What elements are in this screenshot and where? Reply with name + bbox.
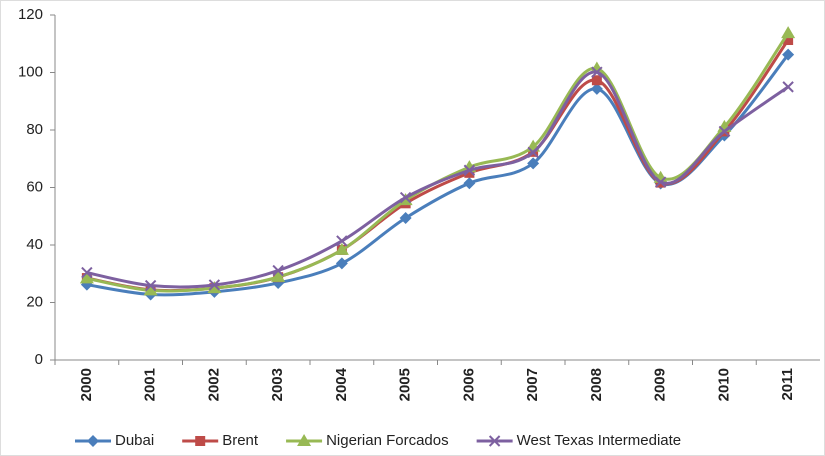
marker [207, 281, 222, 294]
marker [399, 211, 412, 224]
legend-item: Nigerian Forcados [286, 432, 449, 449]
marker [195, 436, 206, 446]
x-tick-label: 2011 [779, 368, 796, 401]
legend-item: West Texas Intermediate [476, 432, 682, 449]
legend-label: Dubai [115, 432, 154, 449]
x-tick-label: 2001 [142, 368, 159, 401]
legend-label: West Texas Intermediate [517, 432, 682, 449]
marker [488, 435, 501, 447]
marker [654, 176, 667, 188]
y-tick-label: 60 [26, 178, 43, 195]
x-tick-label: 2004 [333, 367, 350, 401]
marker [81, 266, 93, 279]
legend-label: Nigerian Forcados [326, 432, 449, 449]
y-tick-label: 100 [18, 63, 43, 80]
x-tick-label: 2006 [460, 368, 477, 401]
marker [399, 191, 412, 204]
marker [463, 164, 476, 176]
marker [781, 26, 796, 39]
y-tick-label: 20 [26, 293, 43, 310]
y-tick-label: 40 [26, 236, 43, 253]
legend-item: Brent [182, 432, 259, 449]
x-tick-label: 2000 [78, 368, 95, 401]
marker [527, 157, 540, 170]
marker [718, 125, 731, 138]
marker [589, 61, 604, 74]
marker [463, 177, 476, 190]
y-tick-label: 80 [26, 121, 43, 138]
marker [271, 269, 286, 282]
marker [527, 146, 539, 159]
marker [783, 35, 794, 46]
y-tick-label: 0 [35, 351, 43, 368]
marker [208, 279, 221, 291]
x-tick-label: 2002 [205, 368, 222, 401]
marker [79, 271, 94, 284]
marker [297, 434, 312, 446]
x-tick-label: 2005 [397, 368, 414, 401]
marker [782, 81, 794, 93]
marker [143, 283, 158, 296]
marker [590, 82, 603, 95]
marker [336, 235, 348, 247]
marker [591, 66, 603, 78]
x-tick-label: 2007 [524, 368, 541, 401]
y-tick-label: 120 [18, 6, 43, 23]
marker [144, 279, 157, 292]
marker [464, 167, 475, 178]
legend-label: Brent [222, 432, 259, 449]
marker [335, 257, 348, 270]
marker [272, 264, 284, 277]
marker [334, 242, 349, 255]
legend-item: Dubai [75, 432, 154, 449]
x-tick-label: 2003 [269, 368, 286, 401]
x-tick-label: 2009 [652, 368, 669, 401]
marker [782, 48, 795, 61]
marker [87, 435, 99, 447]
x-tick-label: 2008 [588, 368, 605, 401]
x-tick-label: 2010 [715, 368, 732, 401]
marker [591, 75, 602, 86]
